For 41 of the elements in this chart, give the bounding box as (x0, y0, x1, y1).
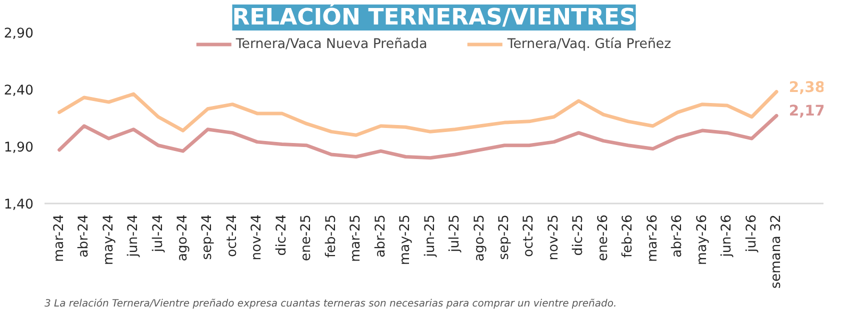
x-tick-label: may-25 (398, 214, 414, 266)
y-tick-label: 2,90 (4, 26, 34, 42)
x-tick-label: sep-25 (496, 214, 512, 260)
legend-label: Ternera/Vaca Nueva Preñada (236, 36, 428, 52)
x-tick-label: ene-26 (596, 214, 611, 262)
legend-label: Ternera/Vaq. Gtía Preñez (507, 36, 672, 52)
x-tick-label: oct-25 (522, 214, 537, 257)
x-tick-label: jun-25 (422, 214, 438, 258)
x-tick-label: oct-24 (224, 214, 240, 257)
x-tick-label: may-26 (694, 214, 710, 266)
x-tick-label: dic-25 (571, 214, 586, 256)
x-tick-label: jun-26 (720, 214, 735, 258)
x-tick-label: nov-24 (250, 214, 265, 260)
x-tick-label: abr-26 (670, 214, 686, 258)
x-tick-label: nov-25 (546, 214, 562, 260)
x-tick-label: jul-26 (744, 214, 760, 254)
y-tick-label: 2,40 (4, 84, 34, 98)
x-tick-label: feb-26 (620, 214, 636, 258)
x-tick-label: mar-24 (52, 214, 67, 262)
x-tick-label: ene-25 (299, 214, 314, 262)
x-tick-label: ago-25 (472, 214, 488, 262)
x-tick-label: mar-26 (645, 214, 660, 262)
x-tick-label: may-24 (101, 214, 116, 266)
text: 3 La relación Ternera/Vientre preñado expresa cuantas terneras son necesarias para comprar un vientre preñado. (44, 298, 617, 310)
x-tick-label: jun-24 (126, 214, 142, 258)
y-tick-label: 1,40 (4, 198, 34, 212)
x-tick-label: jul-24 (150, 214, 166, 254)
x-tick-label: semana 32 (769, 214, 784, 289)
x-tick-label: abr-25 (373, 214, 388, 258)
y-tick-label: 1,90 (4, 140, 34, 156)
x-tick-label: dic-24 (274, 214, 290, 256)
x-tick-label: jul-25 (448, 214, 463, 254)
x-tick-label: abr-24 (76, 214, 92, 258)
chart-title: RELACIÓN TERNERAS/VIENTRES (232, 4, 636, 30)
x-tick-label: ago-24 (175, 214, 190, 262)
x-tick-label: feb-25 (324, 214, 339, 258)
x-tick-label: sep-24 (200, 214, 216, 260)
x-tick-label: mar-25 (348, 214, 364, 262)
data-label: 2,17 (788, 102, 826, 120)
line-series (58, 90, 778, 137)
line-series (58, 114, 778, 160)
